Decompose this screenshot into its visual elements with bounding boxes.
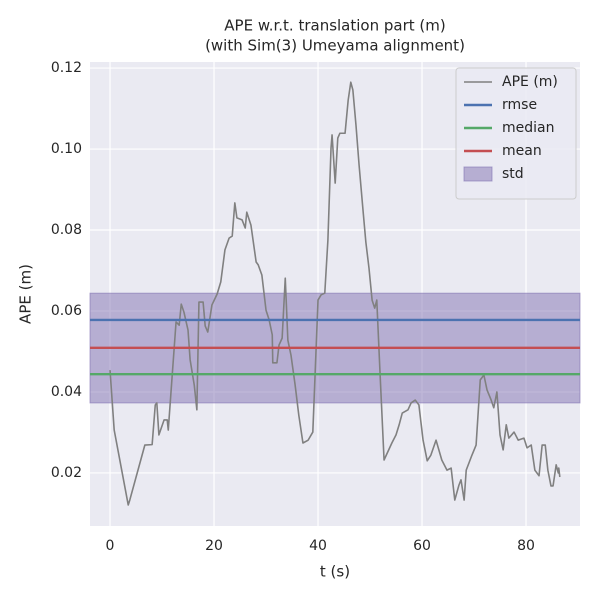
y-tick-label: 0.02 (51, 465, 82, 481)
ape-line (109, 81, 561, 506)
legend-box (455, 67, 577, 200)
x-tick-label: 20 (205, 538, 223, 554)
chart-title: APE w.r.t. translation part (m) (224, 17, 445, 35)
legend-label: median (502, 120, 554, 136)
y-tick-label: 0.10 (51, 141, 82, 157)
x-tick-label: 60 (413, 538, 431, 554)
x-axis-label: t (s) (320, 563, 350, 581)
y-axis-label: APE (m) (17, 264, 35, 324)
legend-label: rmse (502, 97, 537, 113)
legend-label: mean (502, 143, 542, 159)
x-tick-label: 80 (517, 538, 535, 554)
y-tick-label: 0.08 (51, 222, 82, 238)
x-tick-label: 0 (106, 538, 115, 554)
chart-subtitle: (with Sim(3) Umeyama alignment) (205, 37, 465, 55)
y-tick-label: 0.04 (51, 384, 82, 400)
y-tick-label: 0.12 (51, 60, 82, 76)
legend-label: std (502, 166, 524, 182)
legend-swatch (463, 166, 493, 182)
y-tick-label: 0.06 (51, 303, 82, 319)
legend-label: APE (m) (502, 74, 558, 90)
x-tick-label: 40 (309, 538, 327, 554)
